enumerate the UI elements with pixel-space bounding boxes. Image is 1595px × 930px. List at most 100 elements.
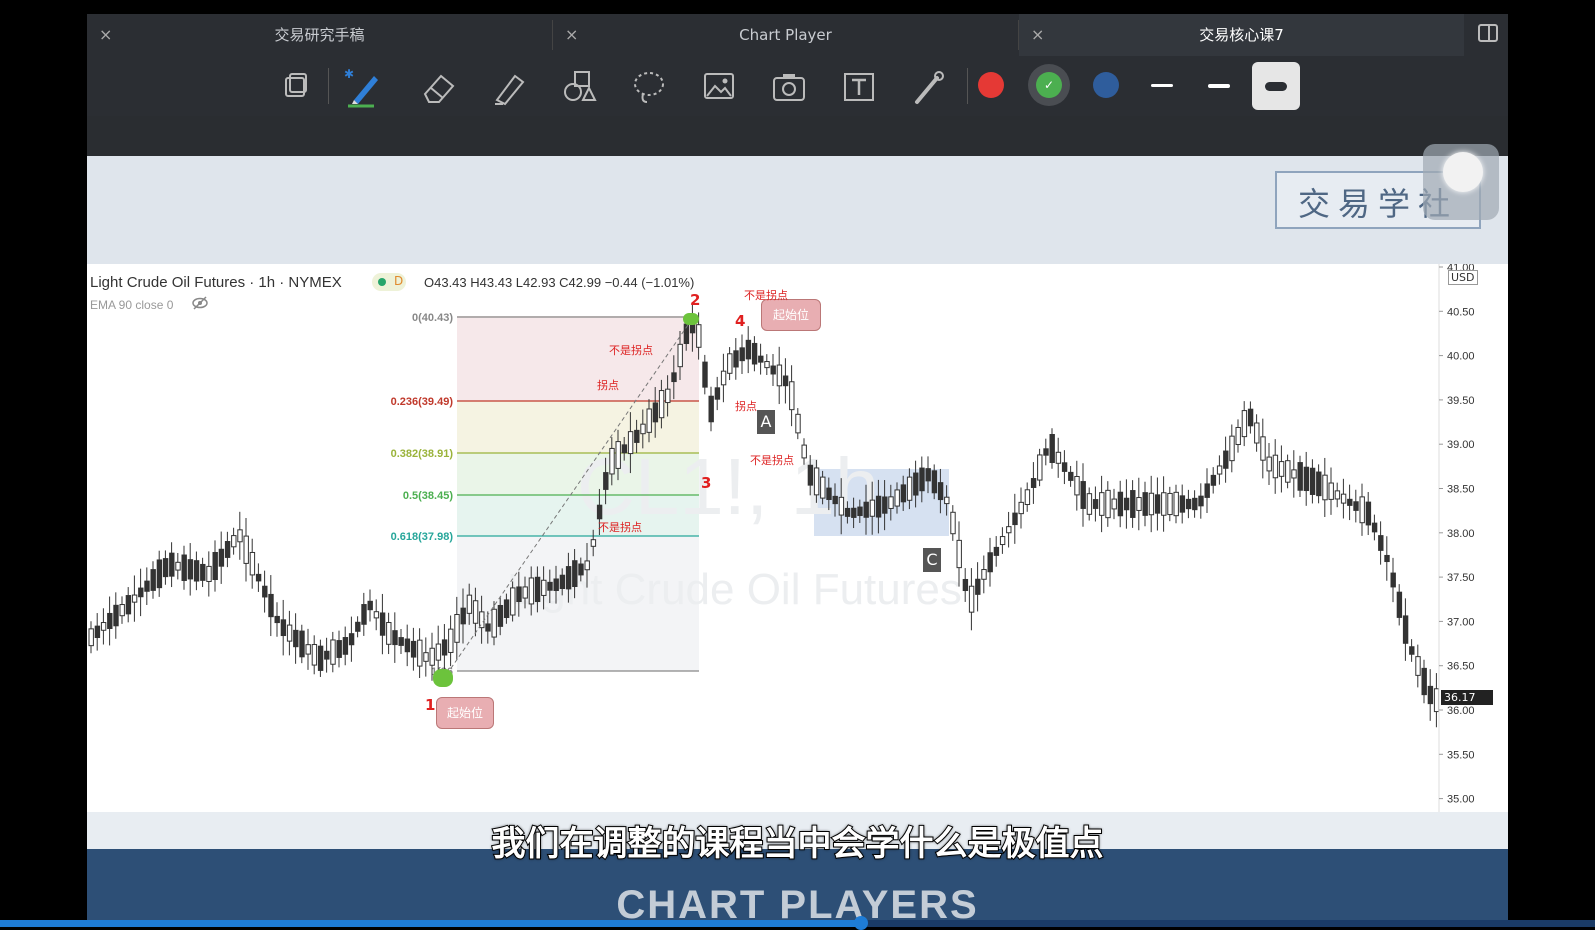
candle-body bbox=[931, 470, 938, 494]
candle-body bbox=[1409, 646, 1415, 655]
price-axis-label: 35.50 bbox=[1447, 749, 1475, 761]
candle-body bbox=[286, 624, 293, 642]
candle-body bbox=[379, 612, 386, 636]
banner-text: CHART PLAYERS bbox=[616, 883, 979, 927]
pages-icon[interactable] bbox=[274, 64, 318, 108]
candle-body bbox=[218, 548, 225, 567]
hidden-eye-icon[interactable] bbox=[192, 296, 208, 310]
candle-body bbox=[925, 468, 931, 482]
candle-body bbox=[324, 650, 330, 660]
wave-number-1: 1 bbox=[425, 696, 436, 714]
split-view-icon[interactable] bbox=[1478, 24, 1498, 42]
candle-body bbox=[956, 539, 962, 569]
candle-body bbox=[770, 365, 776, 375]
candle-body bbox=[1365, 501, 1372, 526]
candle-body bbox=[888, 496, 894, 509]
candle-body bbox=[268, 593, 274, 618]
image-icon[interactable] bbox=[697, 64, 741, 108]
candle-body bbox=[454, 614, 460, 643]
candle-body bbox=[776, 364, 783, 387]
candle-body bbox=[472, 600, 479, 624]
pen-icon[interactable]: ✱ bbox=[344, 64, 388, 108]
lasso-icon[interactable] bbox=[627, 64, 671, 108]
candle-body bbox=[900, 484, 907, 503]
color-green[interactable]: ✓ bbox=[1036, 72, 1062, 98]
candle-body bbox=[758, 355, 764, 363]
candle-body bbox=[429, 647, 435, 666]
laser-pointer-icon[interactable] bbox=[907, 64, 951, 108]
candle-body bbox=[305, 644, 311, 655]
candle-body bbox=[733, 350, 739, 368]
candle-body bbox=[1272, 454, 1279, 479]
candle-body bbox=[237, 529, 243, 543]
candle-body bbox=[745, 339, 752, 360]
candle-body bbox=[603, 472, 609, 490]
candle-body bbox=[361, 604, 367, 625]
candle-body bbox=[1055, 451, 1062, 464]
playback-scrubber[interactable] bbox=[854, 916, 869, 930]
candle-body bbox=[851, 507, 857, 518]
candle-body bbox=[646, 408, 652, 433]
candle-body bbox=[200, 563, 206, 581]
candle-body bbox=[510, 587, 516, 616]
candle-body bbox=[553, 578, 559, 592]
candle-body bbox=[317, 645, 324, 671]
candle-body bbox=[1049, 434, 1055, 463]
color-red[interactable] bbox=[978, 72, 1004, 98]
close-tab-icon[interactable]: × bbox=[565, 25, 579, 44]
pivot-label: 拐点 bbox=[597, 379, 619, 392]
candle-body bbox=[441, 639, 448, 656]
candle-body bbox=[1241, 410, 1248, 438]
fib-level-label: 0(40.43) bbox=[412, 312, 453, 324]
candle-body bbox=[355, 621, 361, 632]
candle-body bbox=[280, 619, 287, 637]
eraser-icon[interactable] bbox=[417, 64, 461, 108]
candle-body bbox=[1229, 435, 1235, 462]
candle-body bbox=[293, 629, 299, 648]
tab-chart-player[interactable]: × Chart Player bbox=[553, 14, 1018, 56]
currency-label: USD bbox=[1448, 270, 1478, 285]
candle-body bbox=[1006, 526, 1012, 534]
candle-body bbox=[1396, 591, 1403, 618]
candle-body bbox=[94, 625, 101, 639]
candle-body bbox=[621, 444, 628, 454]
candle-body bbox=[844, 507, 851, 517]
candle-body bbox=[720, 370, 727, 386]
wave-number-2: 2 bbox=[690, 291, 701, 309]
stroke-medium[interactable] bbox=[1208, 84, 1230, 88]
highlighter-icon[interactable] bbox=[487, 64, 531, 108]
tab-core-lesson-7[interactable]: × 交易核心课7 bbox=[1019, 14, 1464, 56]
close-tab-icon[interactable]: × bbox=[1031, 25, 1045, 44]
floating-assistive-button[interactable] bbox=[1423, 144, 1499, 220]
candle-body bbox=[658, 390, 665, 419]
camera-icon[interactable] bbox=[767, 64, 811, 108]
stroke-thin[interactable] bbox=[1151, 84, 1173, 87]
candle-body bbox=[857, 506, 863, 517]
candle-body bbox=[584, 560, 590, 571]
candle-body bbox=[1291, 469, 1297, 479]
text-icon[interactable] bbox=[837, 64, 881, 108]
candle-body bbox=[162, 558, 169, 578]
tab-label: Chart Player bbox=[739, 26, 832, 44]
price-axis-label: 41.00 bbox=[1447, 264, 1475, 274]
price-axis-label: 37.50 bbox=[1447, 572, 1475, 584]
candle-body bbox=[1316, 471, 1322, 497]
candle-body bbox=[1402, 615, 1409, 644]
candle-body bbox=[119, 604, 125, 617]
price-axis-label: 35.00 bbox=[1447, 794, 1475, 806]
candle-body bbox=[1111, 498, 1117, 510]
canvas-top-band bbox=[87, 116, 1508, 156]
candle-body bbox=[975, 578, 981, 595]
candle-body bbox=[578, 563, 584, 576]
candle-body bbox=[392, 630, 398, 646]
candle-body bbox=[913, 472, 919, 496]
candle-body bbox=[107, 612, 113, 629]
color-blue[interactable] bbox=[1093, 72, 1119, 98]
candle-body bbox=[1390, 572, 1396, 588]
close-tab-icon[interactable]: × bbox=[99, 25, 113, 44]
shapes-icon[interactable] bbox=[557, 64, 601, 108]
candle-body bbox=[1105, 489, 1111, 519]
tab-bar: × 交易研究手稿 × Chart Player × 交易核心课7 bbox=[87, 14, 1508, 56]
candle-body bbox=[944, 496, 950, 505]
tab-research-notes[interactable]: × 交易研究手稿 bbox=[87, 14, 552, 56]
